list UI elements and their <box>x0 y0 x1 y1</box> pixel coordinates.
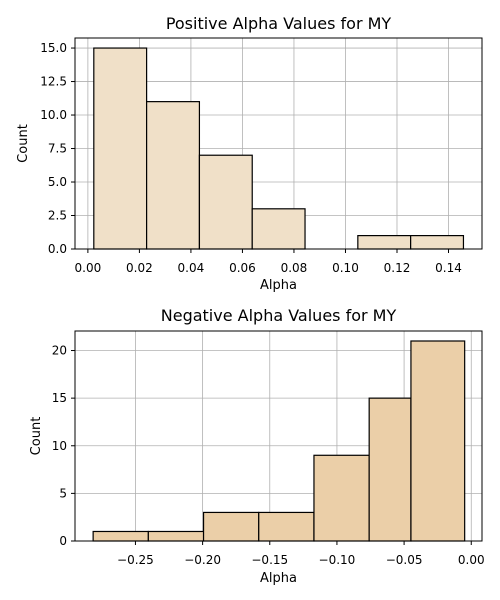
histogram-bar <box>146 101 201 250</box>
x-tick-label: 0.08 <box>281 261 308 275</box>
histogram-bar <box>313 454 370 542</box>
histogram-bar <box>368 397 412 542</box>
histogram-bar <box>92 530 149 542</box>
y-tick-label: 10.0 <box>40 108 67 122</box>
bars <box>92 340 466 542</box>
y-tick-label: 0 <box>59 534 67 548</box>
axes-frame <box>74 37 483 250</box>
x-tick-label: 0.10 <box>332 261 359 275</box>
histogram-bar <box>410 340 466 542</box>
histogram-bar <box>410 235 465 250</box>
x-tick-label: −0.05 <box>386 553 423 567</box>
x-tick-label: 0.00 <box>458 553 485 567</box>
x-tick-label: 0.14 <box>435 261 462 275</box>
x-tick-label: −0.25 <box>117 553 154 567</box>
x-tick-label: −0.20 <box>184 553 221 567</box>
histogram-bar <box>147 530 205 542</box>
y-tick-label: 12.5 <box>40 75 67 89</box>
x-tick-label: 0.00 <box>75 261 102 275</box>
histogram-bar <box>251 208 306 250</box>
x-axis-label: Alpha <box>260 571 297 586</box>
x-tick-label: 0.02 <box>126 261 153 275</box>
bars <box>93 47 465 250</box>
histogram-bar <box>202 511 260 542</box>
chart-title: Negative Alpha Values for MY <box>161 306 397 325</box>
y-axis-label: Count <box>16 124 31 163</box>
positive-alpha-chart: 0.00 0.02 0.04 0.06 0.08 0.10 0.12 0.14 0.0 2.5 5.… <box>16 14 483 293</box>
negative-alpha-chart: −0.25 −0.20 −0.15 −0.10 −0.05 0.00 0 5 10 15 20 Neg… <box>29 306 485 586</box>
histogram-bar <box>198 154 253 250</box>
x-axis-label: Alpha <box>260 278 297 293</box>
histogram-bar <box>357 235 412 250</box>
x-tick-label: 0.04 <box>178 261 205 275</box>
y-tick-label: 15 <box>52 391 67 405</box>
y-tick-label: 20 <box>52 344 67 358</box>
y-tick-label: 15.0 <box>40 41 67 55</box>
axes-frame <box>74 330 483 542</box>
x-tick-label: −0.10 <box>319 553 356 567</box>
chart-title: Positive Alpha Values for MY <box>166 14 392 33</box>
y-tick-label: 5.0 <box>48 175 67 189</box>
x-tick-label: 0.06 <box>229 261 256 275</box>
y-axis-label: Count <box>29 417 44 456</box>
y-tick-label: 7.5 <box>48 142 67 156</box>
x-tick-label: 0.12 <box>384 261 411 275</box>
histogram-bar <box>93 47 148 250</box>
x-tick-label: −0.15 <box>251 553 288 567</box>
y-tick-label: 5 <box>59 486 67 500</box>
y-tick-label: 2.5 <box>48 209 67 223</box>
y-tick-label: 0.0 <box>48 242 67 256</box>
histogram-bar <box>258 511 315 542</box>
y-tick-label: 10 <box>52 439 67 453</box>
